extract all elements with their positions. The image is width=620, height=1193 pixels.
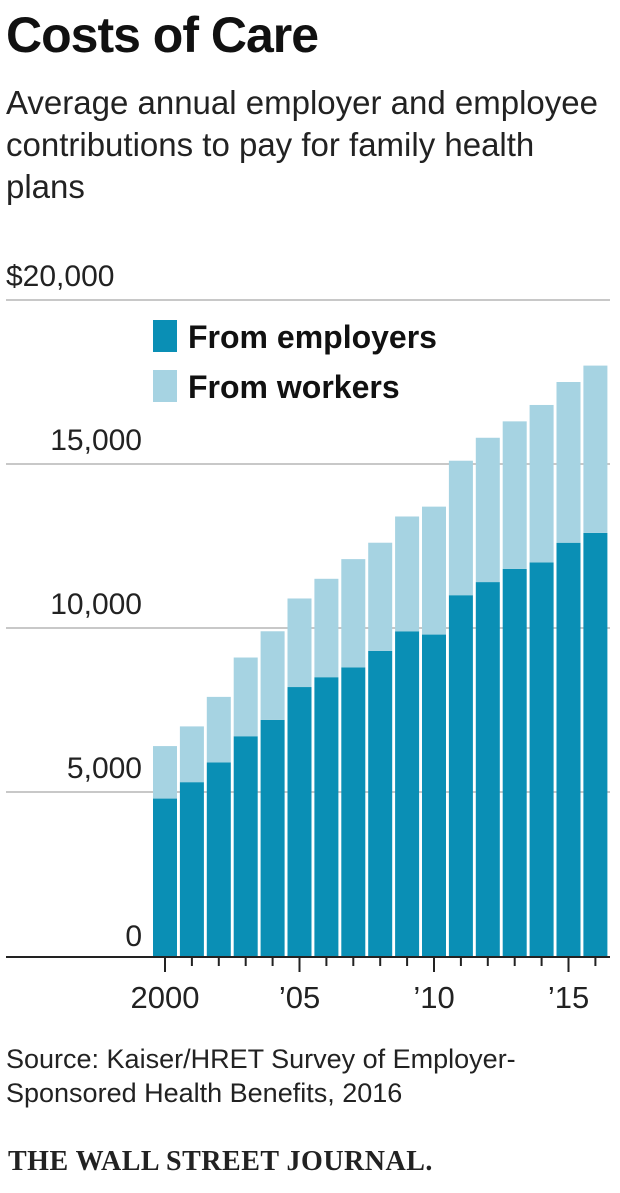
stacked-bar-chart: $20,000 15,000 10,000 5,000 0 2000 ’05 ’10 ’15 Fr…: [6, 260, 610, 1015]
y-tick-label: 10,000: [50, 588, 142, 621]
chart-title: Costs of Care: [6, 7, 319, 63]
bar-employers: [475, 582, 500, 956]
bar-workers: [395, 516, 420, 632]
bar-workers: [583, 365, 608, 533]
bar-employers: [368, 650, 393, 956]
bar-employers: [153, 798, 177, 956]
bar-employers: [287, 687, 312, 956]
y-tick-label: 15,000: [50, 424, 142, 457]
bar-workers: [529, 404, 554, 563]
bar-employers: [341, 667, 366, 956]
x-tick-label: ’15: [548, 980, 589, 1015]
bar-employers: [529, 562, 554, 956]
bar-employers: [260, 719, 285, 956]
bar-employers: [583, 532, 608, 956]
bar-workers: [448, 460, 473, 596]
bar-workers: [179, 726, 204, 783]
legend-swatch-employers: [153, 320, 177, 352]
bar-workers: [206, 696, 231, 763]
bar-workers: [341, 559, 366, 668]
bar-employers: [422, 634, 446, 956]
legend-label-workers: From workers: [188, 369, 400, 405]
publisher-logo: THE WALL STREET JOURNAL.: [8, 1146, 433, 1177]
bar-workers: [314, 578, 339, 678]
bar-employers: [395, 631, 420, 956]
bar-workers: [233, 657, 258, 737]
chart-subtitle: Average annual employer and employee con…: [6, 84, 598, 205]
bar-employers: [556, 542, 581, 956]
legend-swatch-workers: [153, 370, 177, 402]
bar-workers: [260, 631, 285, 720]
legend-label-employers: From employers: [188, 319, 437, 355]
bar-employers: [314, 677, 339, 956]
x-tick-label: ’10: [413, 980, 454, 1015]
bar-employers: [233, 736, 258, 956]
bar-workers: [502, 421, 527, 569]
source-note: Source: Kaiser/HRET Survey of Employer-S…: [6, 1044, 516, 1108]
x-tick-label: ’05: [279, 980, 320, 1015]
bar-workers: [287, 598, 312, 688]
bar-workers: [475, 437, 500, 583]
bar-employers: [206, 762, 231, 956]
bar-employers: [179, 782, 204, 956]
bar-employers: [448, 595, 473, 956]
bar-workers: [422, 506, 446, 635]
bar-workers: [153, 746, 177, 799]
bar-workers: [368, 542, 393, 651]
bar-workers: [556, 382, 581, 543]
x-tick-label: 2000: [131, 980, 200, 1015]
bar-employers: [502, 568, 527, 956]
y-tick-label: 5,000: [67, 752, 142, 785]
y-tick-label: $20,000: [6, 260, 114, 293]
y-tick-label: 0: [125, 920, 142, 953]
